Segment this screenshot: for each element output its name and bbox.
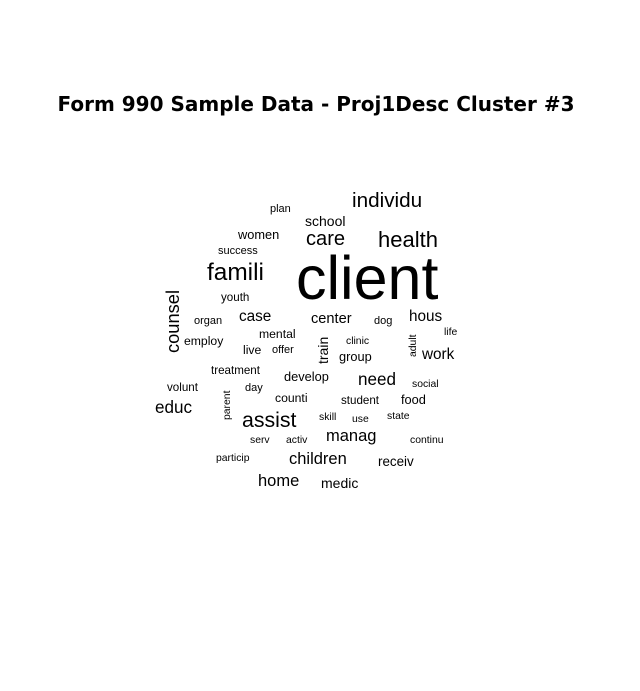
word-children: children: [289, 450, 347, 468]
word-offer: offer: [272, 344, 294, 356]
word-need: need: [358, 370, 396, 389]
word-social: social: [412, 379, 439, 390]
word-food: food: [401, 392, 426, 407]
word-women: women: [237, 227, 279, 242]
word-famili: famili: [207, 259, 264, 286]
word-volunt: volunt: [167, 381, 199, 394]
word-youth: youth: [221, 291, 249, 304]
word-employ: employ: [184, 334, 224, 348]
word-use: use: [352, 414, 369, 425]
word-counti: counti: [275, 391, 308, 405]
word-manag: manag: [326, 427, 376, 445]
word-center: center: [311, 311, 352, 327]
word-success: success: [218, 245, 258, 257]
word-live: live: [243, 343, 262, 357]
word-particip: particip: [216, 453, 250, 464]
word-student: student: [341, 394, 380, 407]
word-case: case: [239, 308, 271, 325]
word-individu: individu: [352, 189, 422, 212]
word-mental: mental: [259, 327, 296, 341]
word-educ: educ: [155, 398, 193, 417]
word-continu: continu: [410, 435, 444, 446]
word-organ: organ: [194, 315, 222, 327]
word-parent: parent: [222, 390, 233, 420]
word-activ: activ: [286, 435, 308, 446]
word-serv: serv: [250, 435, 270, 446]
word-health: health: [378, 227, 438, 252]
word-day: day: [245, 382, 263, 394]
word-counsel: counsel: [162, 290, 183, 353]
word-plan: plan: [270, 203, 291, 215]
word-clinic: clinic: [346, 336, 369, 347]
word-work: work: [421, 346, 455, 363]
word-treatment: treatment: [211, 364, 261, 377]
chart-title: Form 990 Sample Data - Proj1Desc Cluster…: [57, 92, 575, 116]
word-dog: dog: [374, 315, 392, 327]
word-skill: skill: [319, 412, 336, 423]
word-train: train: [315, 337, 331, 364]
word-home: home: [258, 472, 299, 490]
word-medic: medic: [321, 475, 358, 491]
word-develop: develop: [284, 369, 329, 384]
word-client: client: [296, 244, 438, 312]
word-assist: assist: [242, 408, 297, 432]
word-hous: hous: [409, 308, 443, 325]
word-life: life: [444, 327, 458, 338]
word-group: group: [339, 349, 372, 364]
word-care: care: [306, 228, 345, 250]
word-receiv: receiv: [378, 454, 414, 469]
word-state: state: [387, 411, 410, 422]
word-school: school: [305, 213, 345, 229]
word-adult: adult: [408, 334, 419, 357]
